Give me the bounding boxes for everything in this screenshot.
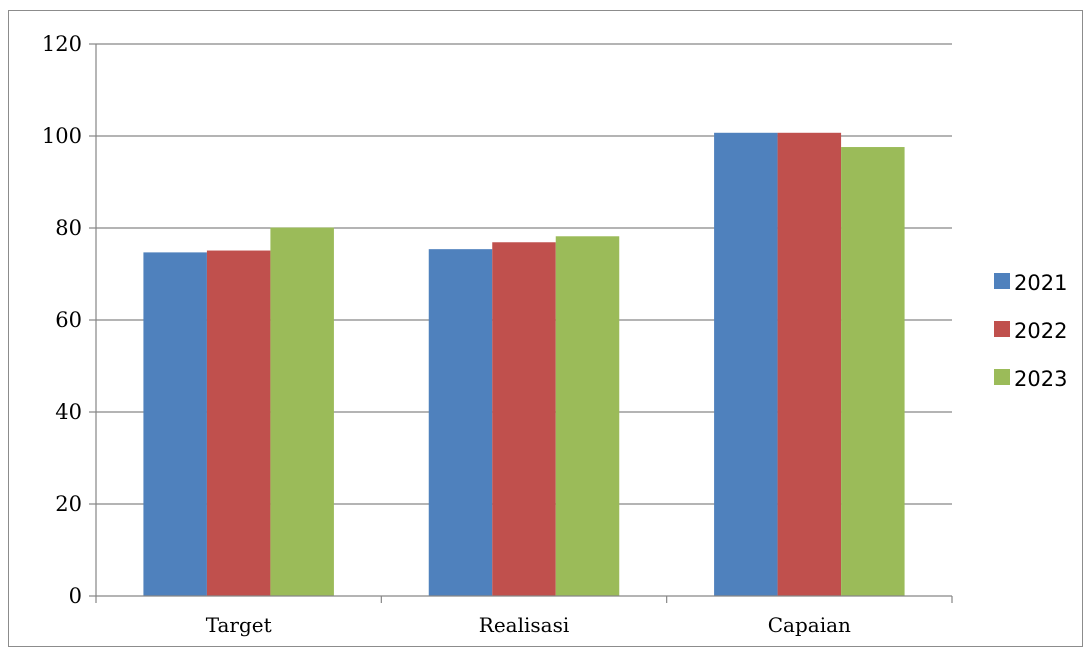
legend-swatch-2023 xyxy=(994,369,1010,385)
legend-label-2022: 2022 xyxy=(1014,319,1067,343)
bar-2022-realisasi xyxy=(492,242,556,596)
bar-2021-capaian xyxy=(714,132,778,596)
bar-2023-capaian xyxy=(841,147,905,597)
bar-2021-target xyxy=(143,252,207,596)
x-tick-labels: Target Realisasi Capaian xyxy=(206,613,851,637)
legend: 2021 2022 2023 xyxy=(994,271,1067,391)
legend-swatch-2022 xyxy=(994,321,1010,337)
bar-2021-realisasi xyxy=(428,249,493,596)
y-tick-label: 120 xyxy=(42,32,82,56)
bar-2022-capaian xyxy=(777,132,842,596)
x-category-label: Capaian xyxy=(768,613,851,637)
y-tick-label: 40 xyxy=(55,400,82,424)
x-category-label: Realisasi xyxy=(479,613,569,637)
legend-label-2023: 2023 xyxy=(1014,367,1067,391)
bars xyxy=(143,132,905,597)
bar-2022-target xyxy=(206,250,271,597)
bar-2023-target xyxy=(270,227,334,597)
y-tick-labels: 0 20 40 60 80 100 120 xyxy=(42,32,82,608)
y-tick-label: 80 xyxy=(55,216,82,240)
legend-swatch-2021 xyxy=(994,273,1010,289)
y-tick-label: 20 xyxy=(55,492,82,516)
y-tick-label: 0 xyxy=(69,584,82,608)
y-tick-label: 100 xyxy=(42,124,82,148)
axes xyxy=(89,43,953,603)
bar-2023-realisasi xyxy=(555,236,620,596)
x-category-label: Target xyxy=(206,613,272,637)
legend-label-2021: 2021 xyxy=(1014,271,1067,295)
y-tick-label: 60 xyxy=(55,308,82,332)
